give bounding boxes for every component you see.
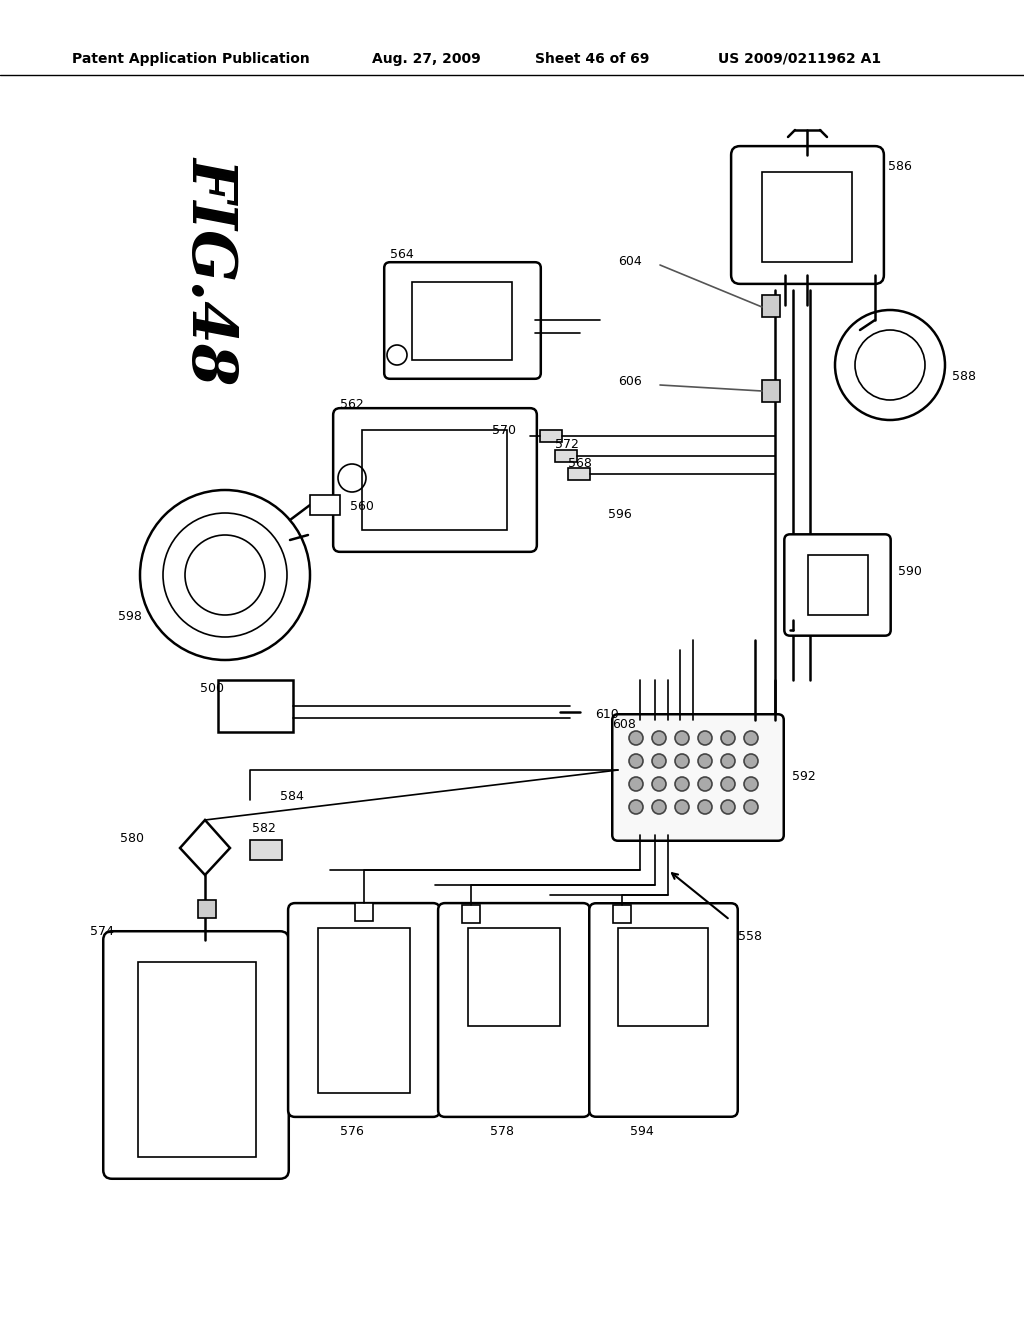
FancyBboxPatch shape [784,535,891,636]
Text: 580: 580 [120,832,144,845]
Circle shape [698,800,712,814]
FancyBboxPatch shape [438,903,590,1117]
Circle shape [652,731,666,744]
FancyBboxPatch shape [589,903,737,1117]
Text: 582: 582 [252,822,275,836]
Text: 578: 578 [490,1125,514,1138]
Bar [540,430,562,442]
Circle shape [698,731,712,744]
Circle shape [652,800,666,814]
Circle shape [721,777,735,791]
Bar [555,450,577,462]
Circle shape [698,754,712,768]
Text: 500: 500 [200,682,224,696]
Text: 584: 584 [280,789,304,803]
Polygon shape [180,820,230,875]
Text: 574: 574 [90,925,114,939]
Text: 560: 560 [350,500,374,513]
Text: 570: 570 [492,424,516,437]
Text: 576: 576 [340,1125,364,1138]
Text: 568: 568 [568,457,592,470]
Bar [468,928,560,1026]
Circle shape [721,754,735,768]
Bar [762,172,852,261]
Text: 604: 604 [618,255,642,268]
Bar [138,962,256,1158]
Text: 598: 598 [118,610,142,623]
Circle shape [744,800,758,814]
Text: 558: 558 [738,931,762,942]
Text: 572: 572 [555,438,579,451]
Circle shape [675,731,689,744]
Circle shape [629,777,643,791]
Circle shape [721,731,735,744]
Circle shape [698,777,712,791]
FancyBboxPatch shape [384,263,541,379]
Bar [355,903,373,921]
Text: 586: 586 [888,160,912,173]
Bar [613,906,631,923]
Text: 562: 562 [340,399,364,411]
Bar [618,928,708,1026]
Bar [310,495,340,515]
FancyBboxPatch shape [612,714,783,841]
Circle shape [675,777,689,791]
FancyBboxPatch shape [103,931,289,1179]
Circle shape [675,800,689,814]
Text: 592: 592 [792,770,816,783]
Text: 564: 564 [390,248,414,261]
Circle shape [744,731,758,744]
Text: 590: 590 [898,565,922,578]
Text: Patent Application Publication: Patent Application Publication [72,51,309,66]
Circle shape [652,754,666,768]
Bar [412,282,512,360]
Bar [250,840,282,861]
Text: 596: 596 [608,508,632,521]
Circle shape [629,754,643,768]
Circle shape [744,777,758,791]
Text: 594: 594 [630,1125,653,1138]
Circle shape [629,800,643,814]
Circle shape [652,777,666,791]
Bar [462,906,480,923]
Bar [198,900,216,917]
Text: 608: 608 [612,718,636,731]
Text: 606: 606 [618,375,642,388]
Circle shape [744,754,758,768]
Bar [218,680,293,733]
Text: 588: 588 [952,370,976,383]
FancyBboxPatch shape [731,147,884,284]
FancyBboxPatch shape [333,408,537,552]
Bar [362,430,507,531]
Text: US 2009/0211962 A1: US 2009/0211962 A1 [718,51,881,66]
Circle shape [675,754,689,768]
Bar [318,928,410,1093]
Text: Sheet 46 of 69: Sheet 46 of 69 [535,51,649,66]
Bar [568,469,590,480]
Text: FIG.48: FIG.48 [180,156,240,384]
Bar [762,380,780,403]
Circle shape [721,800,735,814]
Bar [808,554,868,615]
Text: 610: 610 [595,708,618,721]
FancyBboxPatch shape [288,903,440,1117]
Bar [762,294,780,317]
Text: Aug. 27, 2009: Aug. 27, 2009 [372,51,480,66]
Circle shape [629,731,643,744]
